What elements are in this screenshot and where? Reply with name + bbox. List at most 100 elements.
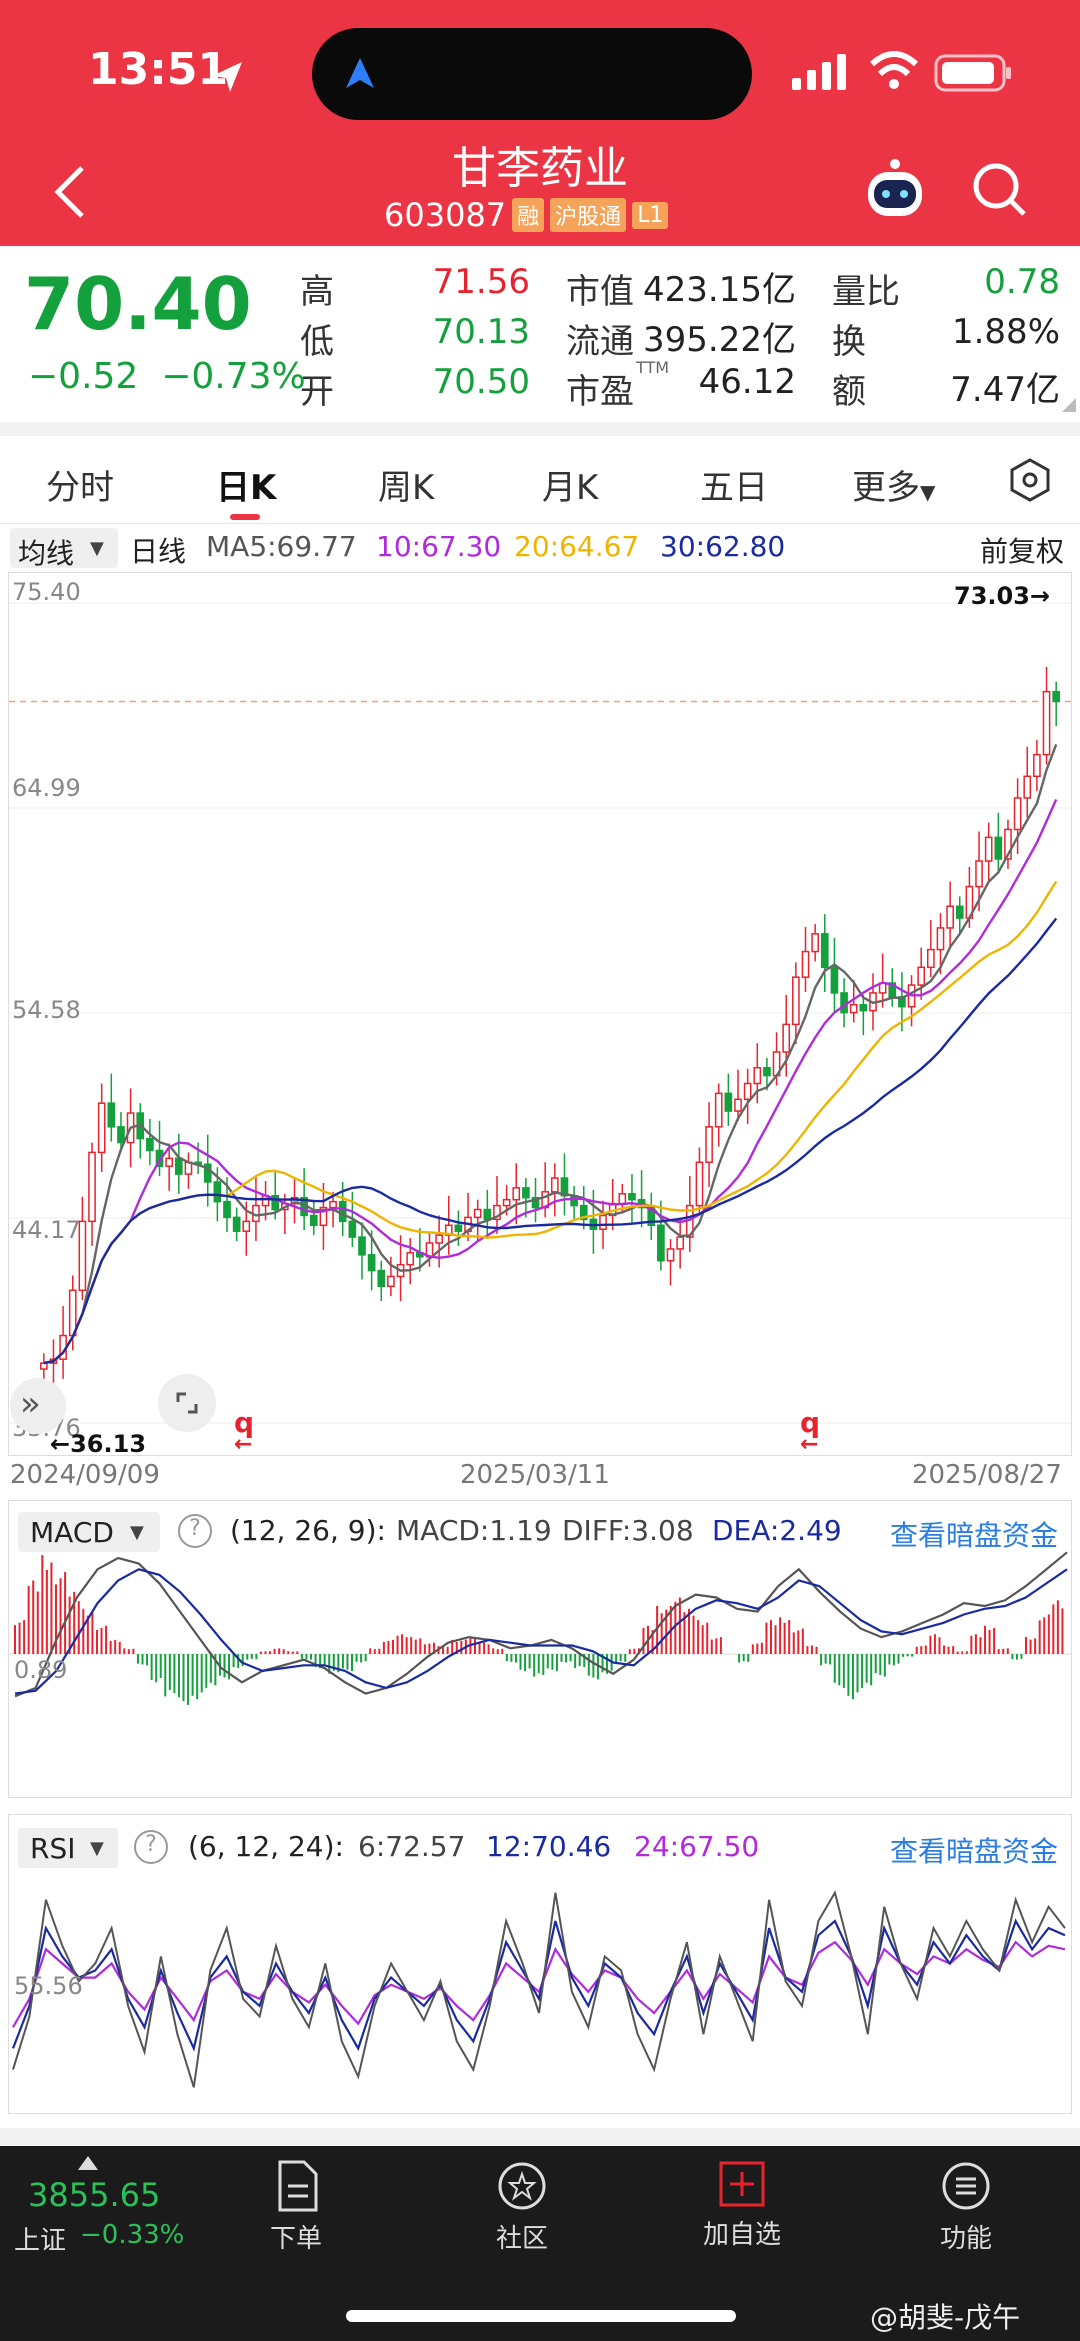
candlestick [146, 1137, 154, 1152]
kline-chart[interactable] [8, 572, 1072, 1456]
ma30-line [43, 917, 1058, 1365]
rsi24-line [12, 1940, 1066, 2028]
candlestick [1013, 797, 1022, 831]
candlestick [107, 1102, 116, 1128]
candlestick [1052, 690, 1061, 703]
event-marker-q-icon[interactable]: q ← [234, 1406, 255, 1457]
tab-more-label: 更多 [852, 468, 920, 508]
candlestick [78, 1220, 87, 1292]
candlestick [203, 1163, 212, 1183]
order-button[interactable]: 下单 [226, 2160, 366, 2255]
adjust-mode[interactable]: 前复权 [980, 535, 1065, 568]
candlestick [232, 1216, 241, 1232]
fullscreen-icon [176, 1392, 198, 1414]
period-label: 日线 [130, 535, 187, 568]
candlestick [927, 948, 935, 969]
macd-panel[interactable] [8, 1500, 1072, 1798]
rsi6-line [12, 1890, 1066, 2088]
candlestick [309, 1214, 318, 1227]
menu-circle-icon [942, 2162, 990, 2210]
settings-hexagon-icon[interactable] [1006, 456, 1054, 504]
triangle-up-icon [78, 2156, 98, 2170]
tab-weekly-k[interactable]: 周K [378, 468, 435, 508]
back-icon[interactable] [50, 162, 90, 222]
tab-monthly-k[interactable]: 月K [542, 468, 599, 508]
candlestick [242, 1220, 251, 1232]
candlestick [811, 933, 819, 953]
index-value[interactable]: 3855.65 [28, 2176, 161, 2214]
status-time: 13:51 [88, 44, 229, 95]
help-icon[interactable]: ? [134, 1830, 168, 1864]
tab-daily-k[interactable]: 日K [216, 468, 277, 508]
candlestick [618, 1193, 627, 1205]
candlestick [493, 1204, 501, 1221]
y-tick-4: 44.17 [12, 1216, 81, 1244]
candlestick [599, 1214, 607, 1230]
caret-down-icon: ▼ [130, 1522, 144, 1543]
help-icon[interactable]: ? [178, 1514, 212, 1548]
candlestick [820, 933, 829, 969]
index-change: −0.33% [80, 2220, 185, 2250]
ma5-value: MA5:69.77 [206, 530, 357, 563]
robot-assistant-icon[interactable] [862, 156, 928, 222]
collapse-button[interactable]: » [10, 1378, 66, 1434]
stat-label-open: 开 [300, 372, 334, 412]
ma-selector[interactable]: 均线 ▼ [10, 528, 118, 570]
event-marker-q-icon[interactable]: q ← [800, 1406, 821, 1457]
order-label: 下单 [269, 2224, 322, 2254]
candlestick [88, 1151, 96, 1223]
candlestick [628, 1193, 636, 1201]
dark-pool-link[interactable]: 查看暗盘资金 [890, 1835, 1059, 1868]
caret-down-icon: ▼ [90, 538, 104, 559]
candlestick [734, 1098, 742, 1112]
expand-corner-icon[interactable] [1060, 396, 1078, 414]
x-label-start: 2024/09/09 [10, 1460, 160, 1490]
rsi-svg [11, 1890, 1066, 2088]
candlestick [579, 1204, 588, 1221]
add-watchlist-button[interactable]: 加自选 [672, 2160, 812, 2251]
candlestick [936, 927, 945, 951]
tab-intraday[interactable]: 分时 [46, 468, 114, 508]
rsi-panel[interactable] [8, 1814, 1072, 2114]
functions-button[interactable]: 功能 [896, 2160, 1036, 2255]
rsi6-value: 6:72.57 [358, 1830, 466, 1863]
candlestick [155, 1149, 164, 1167]
diff-value: DIFF:3.08 [562, 1514, 694, 1547]
macd-selector[interactable]: MACD ▼ [18, 1512, 160, 1552]
change-value: −0.52 [28, 356, 139, 397]
candlestick [955, 905, 964, 919]
dark-pool-link[interactable]: 查看暗盘资金 [890, 1519, 1059, 1552]
stat-label-amount: 额 [832, 372, 866, 412]
candlestick [377, 1269, 386, 1288]
candlestick [849, 1003, 858, 1014]
search-icon[interactable] [970, 160, 1030, 220]
candlestick [271, 1194, 280, 1211]
tab-five-day[interactable]: 五日 [700, 468, 768, 508]
community-button[interactable]: 社区 [452, 2160, 592, 2255]
rsi-params: (6, 12, 24): [188, 1830, 344, 1863]
candlestick [358, 1236, 366, 1256]
stat-label-low: 低 [300, 322, 334, 362]
x-label-mid: 2025/03/11 [460, 1460, 610, 1490]
tab-more[interactable]: 更多▼ [852, 460, 935, 509]
rsi-selector[interactable]: RSI ▼ [18, 1828, 118, 1868]
candlestick [213, 1181, 222, 1203]
candlestick [329, 1200, 337, 1209]
y-tick-3: 54.58 [12, 996, 81, 1024]
candlestick [522, 1187, 530, 1199]
macd-params: (12, 26, 9): [230, 1514, 386, 1547]
tag-level: L1 [632, 201, 669, 229]
candlestick [338, 1200, 347, 1223]
fullscreen-button[interactable] [158, 1374, 216, 1432]
stat-label-pe: 市盈 [566, 372, 634, 412]
separator [0, 2128, 1080, 2146]
stat-value-pe: 46.12 [698, 362, 796, 402]
functions-label: 功能 [939, 2224, 992, 2254]
rsi12-value: 12:70.46 [486, 1830, 612, 1863]
stat-label-high: 高 [300, 272, 334, 312]
candlestick [859, 1003, 868, 1012]
kline-svg [9, 602, 1071, 1424]
candlestick [473, 1208, 482, 1219]
x-label-end: 2025/08/27 [912, 1460, 1062, 1490]
community-label: 社区 [495, 2224, 548, 2254]
